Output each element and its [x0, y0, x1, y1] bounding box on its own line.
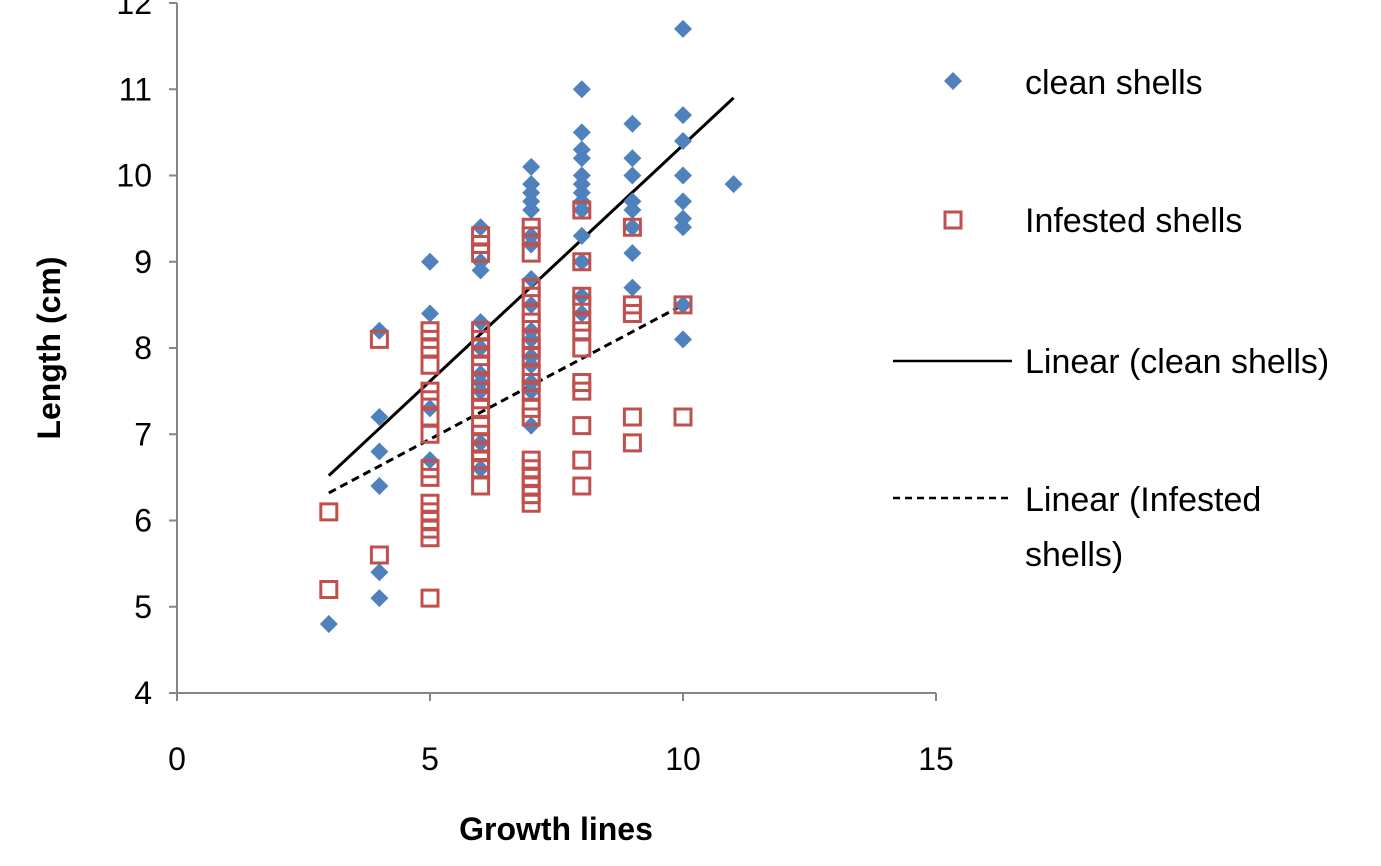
data-point-infested — [572, 450, 592, 470]
data-point-clean — [522, 201, 541, 219]
data-point-clean — [623, 218, 642, 237]
data-point-infested — [420, 528, 440, 548]
data-point-clean — [674, 106, 692, 125]
data-point-infested — [572, 381, 592, 401]
data-point-clean — [572, 252, 591, 271]
data-point-clean — [674, 295, 692, 314]
data-point-infested — [572, 476, 592, 496]
data-point-clean — [623, 166, 642, 185]
data-point-clean — [572, 226, 591, 245]
data-point-clean — [370, 408, 389, 426]
data-point-clean — [421, 252, 439, 271]
data-point-clean — [623, 149, 642, 168]
data-point-clean — [674, 330, 692, 349]
y-tick-label: 5 — [134, 589, 152, 625]
data-point-infested — [572, 338, 592, 358]
x-axis-title: Growth lines — [459, 811, 653, 847]
x-tick-label: 5 — [421, 741, 439, 777]
series-infested-shells — [319, 200, 693, 608]
data-point-clean — [471, 261, 490, 280]
x-tick-label: 0 — [168, 741, 186, 777]
data-point-clean — [572, 80, 591, 99]
x-tick-label: 15 — [918, 741, 954, 777]
data-point-clean — [674, 19, 692, 38]
legend-label-infested-trend-line2: shells) — [1025, 536, 1123, 574]
data-point-clean — [522, 157, 541, 176]
y-tick-label: 4 — [134, 675, 152, 711]
data-point-infested — [622, 433, 642, 453]
y-tick-label: 11 — [119, 71, 152, 107]
data-point-clean — [421, 304, 439, 323]
data-point-clean — [572, 149, 591, 168]
legend-marker-clean-shells — [944, 72, 962, 90]
y-tick-label: 8 — [134, 330, 152, 366]
data-point-infested — [572, 416, 592, 436]
legend-label-clean-trend: Linear (clean shells) — [1025, 343, 1329, 381]
data-point-infested — [521, 407, 541, 427]
data-point-infested — [471, 243, 491, 263]
data-point-infested — [420, 424, 440, 444]
data-point-infested — [521, 493, 541, 513]
data-point-clean — [370, 477, 389, 495]
data-point-infested — [319, 580, 339, 599]
y-tick-label: 7 — [134, 416, 152, 452]
y-tick-label: 6 — [134, 503, 152, 539]
data-points — [319, 19, 743, 633]
data-point-infested — [622, 304, 642, 323]
legend-label-infested-shells: Infested shells — [1025, 202, 1242, 240]
data-point-infested — [673, 295, 693, 315]
data-point-infested — [622, 407, 642, 427]
data-point-clean — [370, 563, 389, 582]
data-point-clean — [674, 192, 692, 211]
data-point-clean — [623, 278, 642, 297]
y-tick-label: 9 — [134, 244, 152, 280]
y-tick-label: 12 — [116, 0, 152, 21]
data-point-clean — [674, 166, 692, 185]
data-point-infested — [420, 355, 440, 375]
data-point-clean — [572, 123, 591, 142]
data-point-clean — [623, 114, 642, 133]
data-point-clean — [319, 615, 338, 633]
data-point-infested — [420, 588, 440, 608]
data-point-clean — [674, 218, 692, 237]
x-tick-label: 10 — [665, 741, 701, 777]
data-point-infested — [622, 217, 642, 237]
legend-label-infested-trend-line1: Linear (Infested — [1025, 481, 1261, 519]
y-axis-title: Length (cm) — [31, 256, 67, 439]
legend: clean shells Infested shells Linear (cle… — [893, 64, 1329, 574]
data-point-clean — [623, 244, 642, 263]
data-point-infested — [420, 467, 440, 487]
y-tick-label: 10 — [116, 158, 152, 194]
data-point-clean — [724, 175, 743, 194]
data-point-clean — [370, 589, 389, 608]
data-point-infested — [471, 476, 491, 496]
data-point-infested — [673, 407, 693, 427]
data-point-clean — [674, 132, 692, 150]
data-point-infested — [572, 200, 592, 220]
trendline-infested — [328, 303, 684, 495]
axes: 0 5 10 15 4 5 6 7 8 9 10 11 12 — [116, 0, 953, 777]
data-point-clean — [623, 201, 642, 219]
data-point-infested — [369, 545, 389, 565]
data-point-infested — [521, 243, 541, 263]
data-point-infested — [319, 502, 339, 522]
series-clean-shells — [319, 19, 743, 633]
data-point-clean — [572, 201, 591, 219]
data-point-clean — [370, 442, 389, 461]
data-point-infested — [369, 329, 389, 349]
legend-label-clean-shells: clean shells — [1025, 64, 1203, 102]
data-point-infested — [572, 252, 592, 272]
legend-marker-infested-shells — [943, 210, 963, 230]
